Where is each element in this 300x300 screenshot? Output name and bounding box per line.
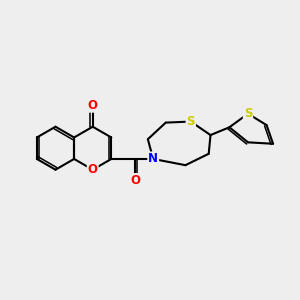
Text: S: S bbox=[244, 107, 252, 120]
Text: N: N bbox=[148, 152, 158, 166]
Text: O: O bbox=[88, 163, 98, 176]
Text: O: O bbox=[88, 99, 98, 112]
Text: S: S bbox=[187, 115, 195, 128]
Text: O: O bbox=[130, 174, 140, 187]
